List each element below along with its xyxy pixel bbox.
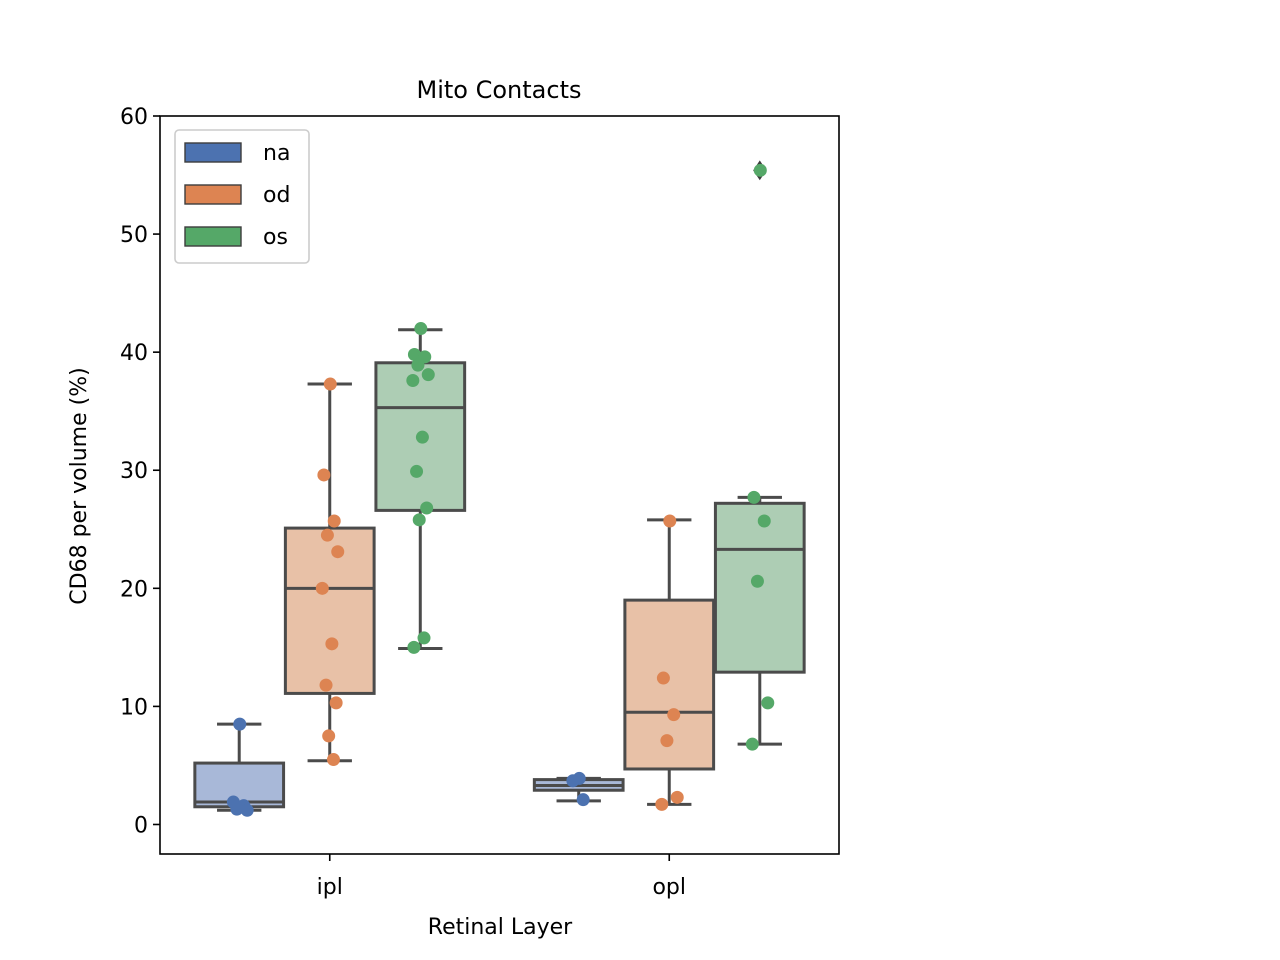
- data-point-od: [327, 514, 341, 528]
- data-point-od: [317, 468, 331, 482]
- legend-label-od: od: [263, 183, 290, 208]
- y-axis-label: CD68 per volume (%): [67, 367, 92, 604]
- y-tick-label: 20: [120, 577, 148, 602]
- data-point-od: [655, 797, 669, 811]
- data-point-od: [670, 790, 684, 804]
- legend-label-os: os: [263, 225, 288, 250]
- y-axis: 0 10 20 30 40 50 60: [120, 105, 160, 838]
- data-point-os: [420, 501, 434, 515]
- data-point-od: [663, 514, 677, 528]
- data-point-os: [747, 490, 761, 504]
- box-od-opl: [623, 518, 716, 806]
- plot-area: [193, 160, 806, 817]
- box-os-opl: [713, 160, 806, 746]
- data-point-os: [750, 574, 764, 588]
- box-od-ipl: [283, 382, 376, 763]
- data-point-os: [421, 368, 435, 382]
- x-axis: ipl opl: [317, 854, 686, 900]
- data-point-os: [406, 373, 420, 387]
- data-point-os: [412, 513, 426, 527]
- data-point-os: [407, 640, 421, 654]
- legend-swatch-na: [184, 142, 242, 163]
- legend-swatch-os: [184, 226, 242, 247]
- data-point-od: [323, 377, 337, 391]
- legend: na od os: [174, 129, 310, 264]
- data-point-os: [417, 631, 431, 645]
- data-point-od: [326, 753, 340, 767]
- data-point-od: [667, 708, 681, 722]
- data-point-na: [566, 774, 580, 788]
- x-axis-label: Retinal Layer: [428, 915, 573, 940]
- data-point-od: [325, 637, 339, 651]
- data-point-na: [233, 717, 247, 731]
- data-point-od: [322, 729, 336, 743]
- data-point-od: [660, 734, 674, 748]
- y-tick-label: 10: [120, 695, 148, 720]
- box-os-ipl: [374, 328, 467, 651]
- data-point-na: [230, 802, 244, 816]
- box-body: [283, 526, 376, 695]
- data-point-os: [411, 358, 425, 372]
- legend-label-na: na: [263, 141, 290, 166]
- data-point-od: [329, 696, 343, 710]
- data-point-os: [410, 464, 424, 478]
- chart-title: Mito Contacts: [417, 76, 582, 104]
- y-tick-label: 60: [120, 105, 148, 130]
- data-point-os: [753, 163, 767, 177]
- data-point-os: [407, 348, 421, 362]
- data-point-od: [331, 545, 345, 559]
- y-tick-label: 30: [120, 459, 148, 484]
- y-tick-label: 40: [120, 341, 148, 366]
- data-point-os: [745, 737, 759, 751]
- data-point-od: [656, 671, 670, 685]
- axes-frame: [159, 115, 840, 855]
- legend-swatch-od: [184, 184, 242, 205]
- x-tick-label: opl: [652, 875, 686, 900]
- data-point-na: [576, 793, 590, 807]
- box-na-ipl: [193, 722, 286, 812]
- data-point-os: [414, 322, 428, 336]
- data-point-na: [240, 803, 254, 817]
- box-body: [713, 501, 806, 674]
- data-point-od: [320, 528, 334, 542]
- data-point-od: [315, 581, 329, 595]
- y-tick-label: 0: [134, 813, 148, 838]
- data-point-os: [415, 430, 429, 444]
- x-tick-label: ipl: [317, 875, 343, 900]
- data-point-os: [757, 514, 771, 528]
- data-point-os: [761, 696, 775, 710]
- y-tick-label: 50: [120, 223, 148, 248]
- data-point-od: [319, 678, 333, 692]
